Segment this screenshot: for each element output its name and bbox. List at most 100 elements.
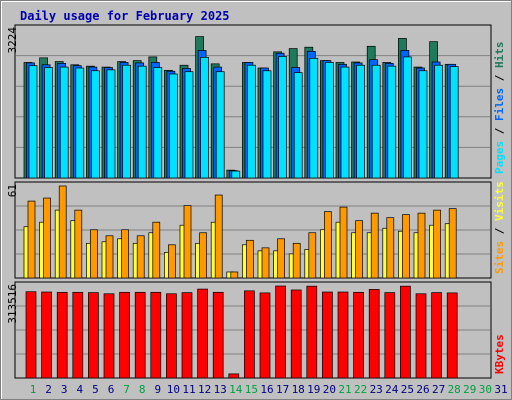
pages-bar-day-13 — [215, 71, 225, 179]
pages-bar-day-15 — [247, 64, 256, 179]
pages-bar-day-8 — [137, 65, 147, 179]
kbytes-bar-day-2 — [41, 291, 52, 379]
kbytes-bar-day-18 — [290, 289, 302, 379]
pages-bar-day-23 — [371, 64, 381, 179]
sites-bar-day-14 — [230, 271, 239, 279]
pages-bar-day-18 — [293, 72, 303, 179]
kbytes-bar-day-22 — [353, 291, 364, 379]
day-label-19: 19 — [307, 383, 320, 396]
sites-bar-day-10 — [168, 244, 176, 279]
sites-bar-day-22 — [355, 220, 363, 279]
kbytes-bar-day-16 — [259, 292, 271, 379]
day-label-24: 24 — [385, 383, 399, 396]
day-label-22: 22 — [354, 383, 367, 396]
pages-bar-day-9 — [153, 67, 163, 179]
sites-bar-day-28 — [448, 208, 457, 279]
day-label-28: 28 — [448, 383, 461, 396]
day-label-26: 26 — [416, 383, 429, 396]
sites-bar-day-11 — [183, 205, 192, 279]
day-label-9: 9 — [154, 383, 161, 396]
day-label-11: 11 — [182, 383, 195, 396]
legend-pages: Pages — [493, 141, 506, 174]
panel-1-legend: Pages / Files / Hits — [493, 42, 506, 175]
pages-bar-day-21 — [340, 66, 350, 179]
pages-bar-day-7 — [122, 64, 131, 179]
panel-2-ymax-label: 61 — [6, 184, 19, 197]
day-label-21: 21 — [338, 383, 351, 396]
pages-bar-day-5 — [91, 70, 100, 179]
chart-title: Daily usage for February 2025 — [20, 9, 230, 23]
panel-3-legend: KBytes — [493, 334, 506, 374]
day-label-1: 1 — [30, 383, 37, 396]
kbytes-bar-day-19 — [306, 285, 318, 379]
sites-bar-day-20 — [324, 211, 332, 279]
sites-bar-day-19 — [308, 232, 317, 279]
kbytes-bar-day-7 — [119, 291, 130, 379]
kbytes-bar-day-4 — [72, 291, 84, 379]
kbytes-bar-day-26 — [415, 293, 427, 379]
pages-bar-day-28 — [449, 66, 459, 179]
pages-bar-day-1 — [28, 65, 38, 179]
pages-bar-day-17 — [278, 56, 287, 179]
legend-separator: / — [493, 221, 506, 241]
legend-sites: Sites — [493, 241, 506, 274]
pages-bar-day-25 — [403, 56, 412, 179]
day-label-3: 3 — [61, 383, 68, 396]
day-label-10: 10 — [167, 383, 180, 396]
kbytes-bar-day-1 — [25, 291, 37, 379]
sites-bar-day-18 — [292, 242, 301, 279]
kbytes-bar-day-23 — [368, 289, 380, 379]
kbytes-bar-day-14 — [228, 373, 240, 379]
pages-bar-day-11 — [184, 71, 194, 179]
kbytes-bar-day-5 — [88, 292, 99, 379]
day-label-25: 25 — [401, 383, 414, 396]
pages-bar-day-6 — [106, 69, 116, 179]
legend-visits: Visits — [493, 181, 506, 221]
sites-bar-day-4 — [74, 209, 83, 279]
day-label-30: 30 — [479, 383, 492, 396]
panel-1-ymax-label: 3224 — [6, 27, 19, 54]
day-label-23: 23 — [370, 383, 383, 396]
kbytes-bar-day-10 — [166, 293, 177, 379]
day-label-18: 18 — [292, 383, 305, 396]
day-label-27: 27 — [432, 383, 445, 396]
sites-bar-day-5 — [90, 229, 98, 279]
sites-bar-day-15 — [246, 239, 254, 279]
sites-bar-day-1 — [27, 200, 36, 279]
pages-bar-day-2 — [44, 67, 53, 179]
pages-bar-day-20 — [325, 62, 334, 179]
sites-bar-day-13 — [214, 194, 223, 279]
day-label-13: 13 — [214, 383, 227, 396]
kbytes-bar-day-21 — [337, 291, 349, 379]
day-label-15: 15 — [245, 383, 258, 396]
sites-bar-day-6 — [105, 235, 114, 279]
kbytes-bar-day-13 — [212, 291, 224, 379]
pages-bar-day-4 — [75, 67, 85, 179]
day-label-8: 8 — [139, 383, 146, 396]
legend-hits: Hits — [493, 42, 506, 69]
day-label-17: 17 — [276, 383, 289, 396]
sites-bar-day-24 — [386, 217, 395, 279]
day-label-20: 20 — [323, 383, 336, 396]
sites-bar-day-26 — [417, 212, 426, 279]
sites-bar-day-25 — [402, 214, 410, 279]
day-label-6: 6 — [108, 383, 115, 396]
kbytes-bar-day-27 — [431, 292, 442, 379]
panel-3-ymax-label: 313516 — [6, 284, 19, 324]
kbytes-bar-day-9 — [150, 291, 162, 379]
sites-bar-day-7 — [121, 229, 129, 279]
day-label-5: 5 — [92, 383, 99, 396]
kbytes-bar-day-17 — [275, 285, 286, 379]
kbytes-bar-day-12 — [197, 288, 208, 379]
legend-separator: / — [493, 121, 506, 141]
legend-separator: / — [493, 68, 506, 88]
panel-2-legend: Sites / Visits — [493, 181, 506, 274]
kbytes-bar-day-6 — [103, 293, 115, 379]
day-label-4: 4 — [76, 383, 83, 396]
pages-bar-day-24 — [387, 65, 397, 179]
day-label-29: 29 — [463, 383, 476, 396]
sites-bar-day-2 — [43, 197, 51, 279]
day-label-16: 16 — [260, 383, 273, 396]
